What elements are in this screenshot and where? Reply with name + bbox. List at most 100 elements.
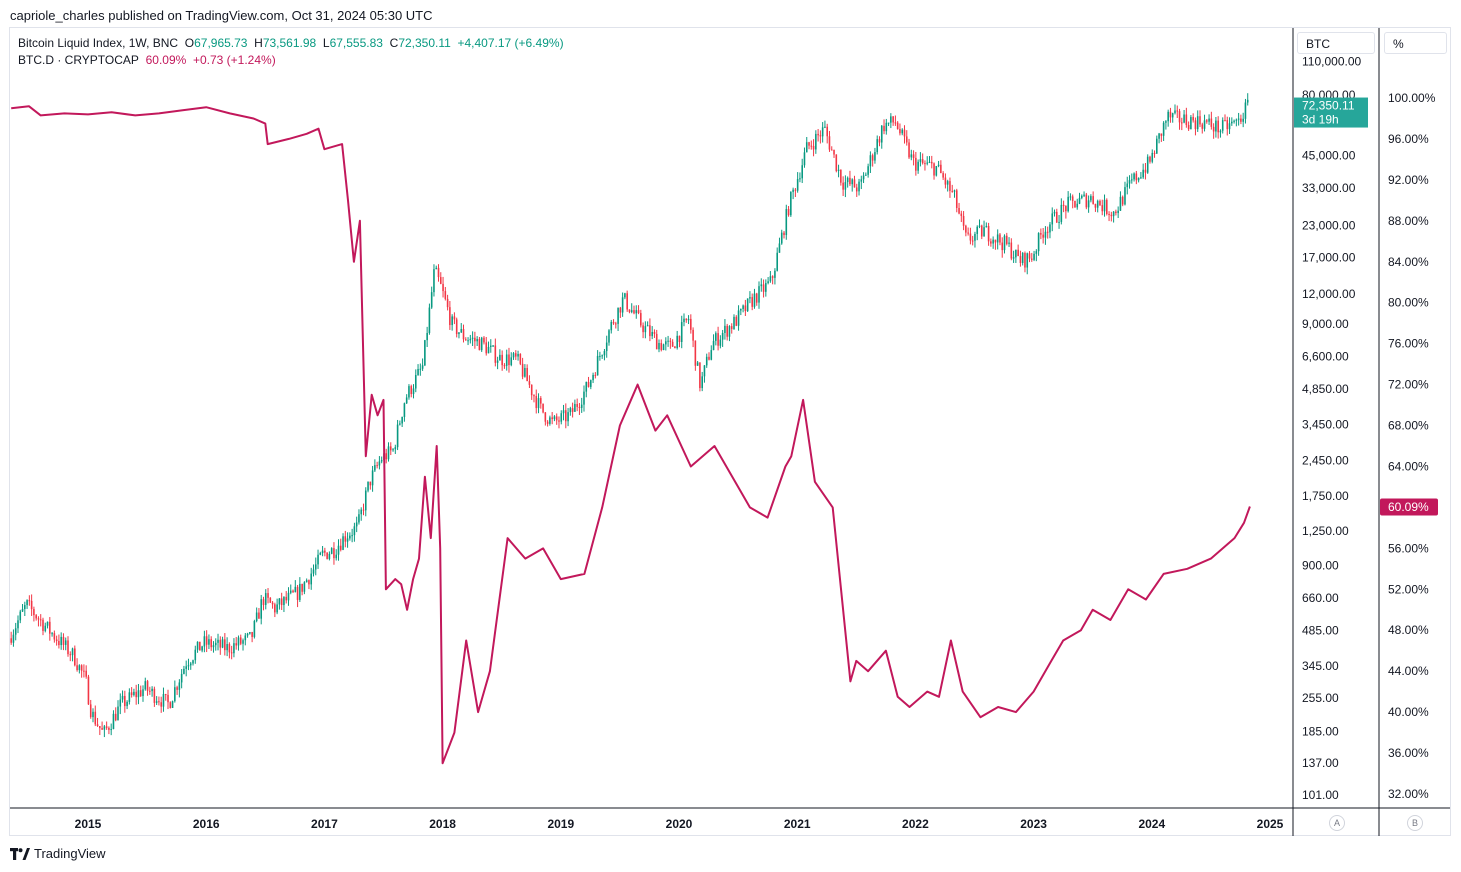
candle-body (1208, 118, 1210, 122)
legend-second-change: +0.73 (+1.24%) (192, 53, 276, 67)
candle-body (1094, 203, 1097, 208)
candle-body (526, 367, 528, 382)
candle-body (335, 554, 338, 559)
y2-tick-label: 40.00% (1388, 705, 1429, 719)
candle-body (1196, 116, 1199, 130)
candle-body (1005, 235, 1008, 244)
y2-tick-label: 84.00% (1388, 255, 1429, 269)
candle-body (883, 125, 885, 132)
candle-body (124, 695, 126, 707)
candle-body (555, 416, 558, 421)
candle-body (905, 136, 908, 143)
candle-body (551, 417, 553, 420)
candle-body (1062, 204, 1065, 207)
candle-body (855, 187, 858, 192)
candle-body (228, 644, 231, 653)
candle-body (785, 209, 788, 236)
candle-body (865, 174, 867, 176)
tradingview-logo[interactable]: TradingView (10, 846, 106, 861)
candle-body (64, 640, 67, 645)
legend-main-symbol[interactable]: Bitcoin Liquid Index, 1W, BNC (18, 36, 179, 50)
candle-body (305, 580, 308, 583)
candle-body (399, 423, 401, 425)
candle-body (312, 569, 315, 574)
candle-body (717, 333, 719, 346)
candle-body (776, 252, 778, 271)
candle-body (730, 326, 733, 330)
scale-a-title[interactable]: BTC (1297, 32, 1375, 54)
candle-body (587, 381, 590, 387)
candle-body (849, 177, 851, 185)
scale-b-button[interactable]: B (1407, 815, 1423, 831)
candle-body (569, 408, 572, 413)
candle-body (1042, 234, 1044, 238)
x-tick-label: 2024 (1138, 817, 1165, 831)
candle-body (189, 663, 192, 666)
candle-body (1078, 197, 1081, 204)
candle-body (1103, 199, 1106, 212)
candle-body (517, 353, 519, 357)
candle-body (80, 665, 83, 671)
candle-body (187, 665, 190, 667)
candle-body (578, 406, 581, 408)
candle-body (890, 116, 892, 123)
legend-second-symbol[interactable]: BTC.D · CRYPTOCAP (18, 53, 139, 67)
candle-body (1010, 242, 1013, 259)
candle-body (874, 152, 876, 161)
candle-body (499, 354, 501, 361)
candle-body (489, 345, 492, 347)
candle-body (990, 241, 992, 244)
candle-body (253, 621, 256, 637)
candle-body (851, 179, 854, 185)
candle-body (294, 586, 297, 593)
candle-body (869, 155, 872, 167)
candle-body (437, 267, 440, 278)
candle-body (1158, 133, 1160, 139)
candle-body (92, 711, 94, 718)
candle-body (1228, 123, 1231, 130)
plot-area[interactable] (10, 93, 1251, 765)
candle-body (460, 329, 463, 333)
candle-body (449, 307, 451, 326)
candle-body (896, 122, 899, 129)
candle-body (1055, 211, 1058, 223)
candle-body (1028, 253, 1031, 259)
candle-body (480, 337, 483, 351)
candle-body (521, 363, 524, 377)
candle-body (976, 226, 979, 234)
y-tick-label: 900.00 (1302, 559, 1339, 573)
chart-legend: Bitcoin Liquid Index, 1W, BNC O67,965.73… (18, 35, 564, 69)
legend-change: +4,407.17 (+6.49%) (457, 36, 564, 50)
candle-body (139, 690, 142, 697)
legend-c-label: C (389, 36, 399, 50)
candle-body (1065, 206, 1067, 212)
candle-body (705, 356, 708, 366)
candle-body (317, 554, 319, 565)
candle-body (239, 637, 242, 644)
y-tick-label: 33,000.00 (1302, 181, 1356, 195)
candle-body (637, 310, 640, 314)
candle-body (280, 598, 283, 606)
candle-body (876, 139, 879, 153)
candle-body (153, 688, 156, 703)
candle-body (296, 586, 299, 600)
candle-body (1167, 111, 1169, 122)
candle-body (258, 612, 260, 619)
candle-body (230, 652, 233, 654)
candle-body (167, 694, 169, 703)
y2-tick-label: 48.00% (1388, 623, 1429, 637)
candle-body (333, 548, 335, 559)
candle-body (87, 676, 90, 705)
candle-body (371, 470, 374, 486)
scale-a-button[interactable]: A (1329, 815, 1345, 831)
candle-body (753, 293, 756, 307)
candle-body (1121, 196, 1124, 205)
y-tick-label: 137.00 (1302, 756, 1339, 770)
candle-body (1099, 200, 1101, 206)
candle-body (510, 357, 513, 366)
candle-body (678, 335, 681, 342)
scale-b-title[interactable]: % (1384, 32, 1447, 54)
candle-body (969, 233, 972, 241)
candle-body (389, 446, 392, 451)
